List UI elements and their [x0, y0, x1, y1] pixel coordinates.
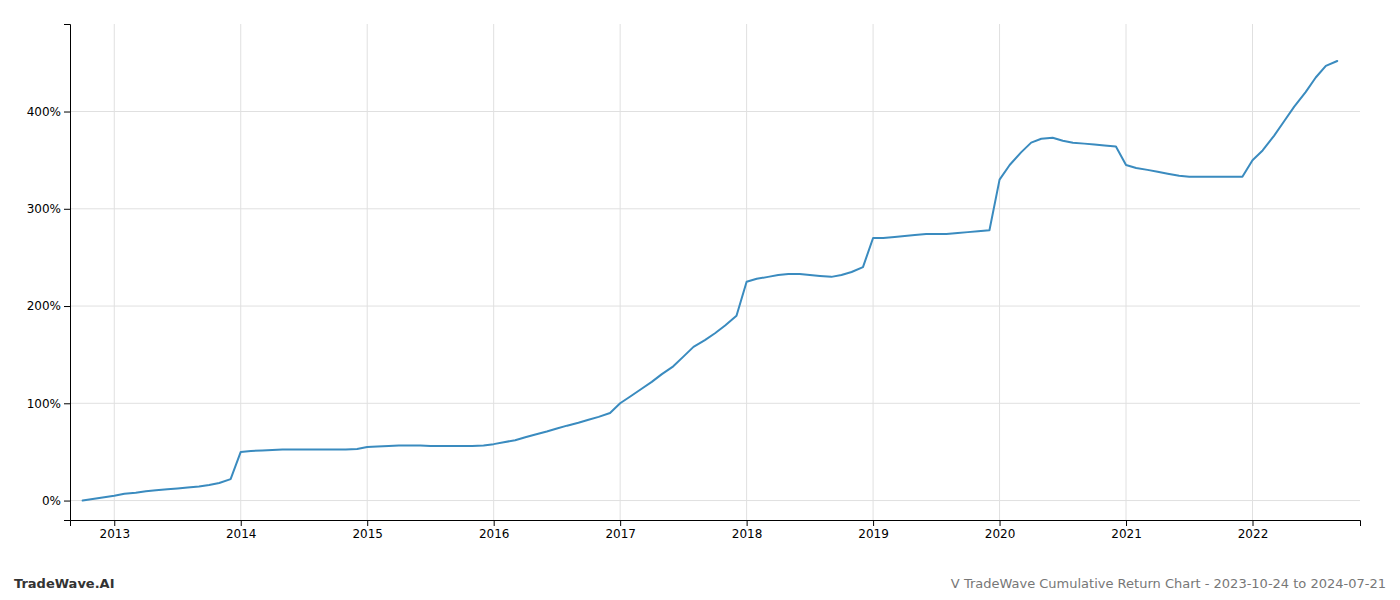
x-tick-mark: [1253, 520, 1254, 526]
grid-line: [620, 24, 621, 520]
x-tick-mark: [494, 520, 495, 526]
x-tick: 2014: [226, 520, 257, 541]
x-tick-label: 2017: [605, 527, 636, 541]
y-tick: 100%: [27, 397, 70, 411]
grid-line: [70, 403, 1360, 404]
x-tick: 2016: [479, 520, 510, 541]
x-tick-label: 2018: [732, 527, 763, 541]
y-tick-label: 400%: [27, 105, 61, 119]
grid-line: [493, 24, 494, 520]
y-tick-label: 200%: [27, 299, 61, 313]
x-tick-label: 2021: [1111, 527, 1142, 541]
x-tick-label: 2020: [985, 527, 1016, 541]
x-axis-line: [71, 521, 1361, 527]
y-tick-label: 300%: [27, 202, 61, 216]
y-tick-label: 100%: [27, 397, 61, 411]
x-tick-mark: [620, 520, 621, 526]
chart: 2013 2014 2015 2016 2017 2018 2019 2020 2021 2022…: [0, 0, 1400, 600]
x-tick: 2022: [1238, 520, 1269, 541]
plot-area: 2013 2014 2015 2016 2017 2018 2019 2020 2021 2022…: [27, 24, 1361, 541]
grid-line: [70, 500, 1360, 501]
y-tick-mark: [64, 403, 70, 404]
y-axis: 0% 100% 200% 300% 400%: [27, 25, 71, 521]
x-tick: 2015: [352, 520, 383, 541]
grid-line: [999, 24, 1000, 520]
x-tick-label: 2013: [99, 527, 130, 541]
grid-line: [1252, 24, 1253, 520]
x-axis: 2013 2014 2015 2016 2017 2018 2019 2020 2021 2022: [71, 520, 1361, 541]
x-tick-mark: [367, 520, 368, 526]
grid: [70, 24, 1360, 520]
x-tick: 2018: [732, 520, 763, 541]
y-tick-mark: [64, 501, 70, 502]
x-tick-mark: [873, 520, 874, 526]
x-tick: 2020: [985, 520, 1016, 541]
y-tick: 300%: [27, 202, 70, 216]
title: V TradeWave Cumulative Return Chart - 20…: [951, 576, 1386, 591]
x-tick-mark: [241, 520, 242, 526]
y-tick-mark: [64, 209, 70, 210]
x-tick-mark: [1000, 520, 1001, 526]
x-tick: 2021: [1111, 520, 1142, 541]
y-tick: 200%: [27, 299, 70, 313]
x-tick-label: 2015: [352, 527, 383, 541]
grid-line: [873, 24, 874, 520]
y-tick: 400%: [27, 105, 70, 119]
x-tick: 2013: [99, 520, 130, 541]
grid-line: [70, 306, 1360, 307]
x-tick: 2017: [605, 520, 636, 541]
x-tick-label: 2022: [1238, 527, 1269, 541]
marks: [83, 61, 1338, 501]
y-tick-mark: [64, 112, 70, 113]
y-tick-mark: [64, 306, 70, 307]
grid-line: [1126, 24, 1127, 520]
grid-line: [746, 24, 747, 520]
x-tick-label: 2016: [479, 527, 510, 541]
grid-line: [114, 24, 115, 520]
x-tick: 2019: [858, 520, 889, 541]
x-tick-label: 2014: [226, 527, 257, 541]
watermark: TradeWave.AI: [14, 576, 115, 591]
x-tick-mark: [114, 520, 115, 526]
y-tick-label: 0%: [42, 494, 61, 508]
x-tick-mark: [1126, 520, 1127, 526]
y-tick: 0%: [42, 494, 70, 508]
y-axis-line: [64, 25, 71, 521]
grid-line: [70, 208, 1360, 209]
grid-line: [70, 111, 1360, 112]
x-tick-mark: [747, 520, 748, 526]
grid-line: [367, 24, 368, 520]
x-tick-label: 2019: [858, 527, 889, 541]
grid-line: [240, 24, 241, 520]
line: [83, 61, 1338, 501]
